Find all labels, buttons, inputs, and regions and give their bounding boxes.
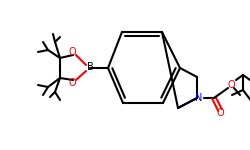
- Text: O: O: [68, 47, 76, 57]
- Text: O: O: [227, 80, 235, 90]
- Text: O: O: [68, 78, 76, 88]
- Text: O: O: [216, 108, 224, 118]
- Text: B: B: [87, 62, 94, 72]
- Text: N: N: [195, 93, 203, 103]
